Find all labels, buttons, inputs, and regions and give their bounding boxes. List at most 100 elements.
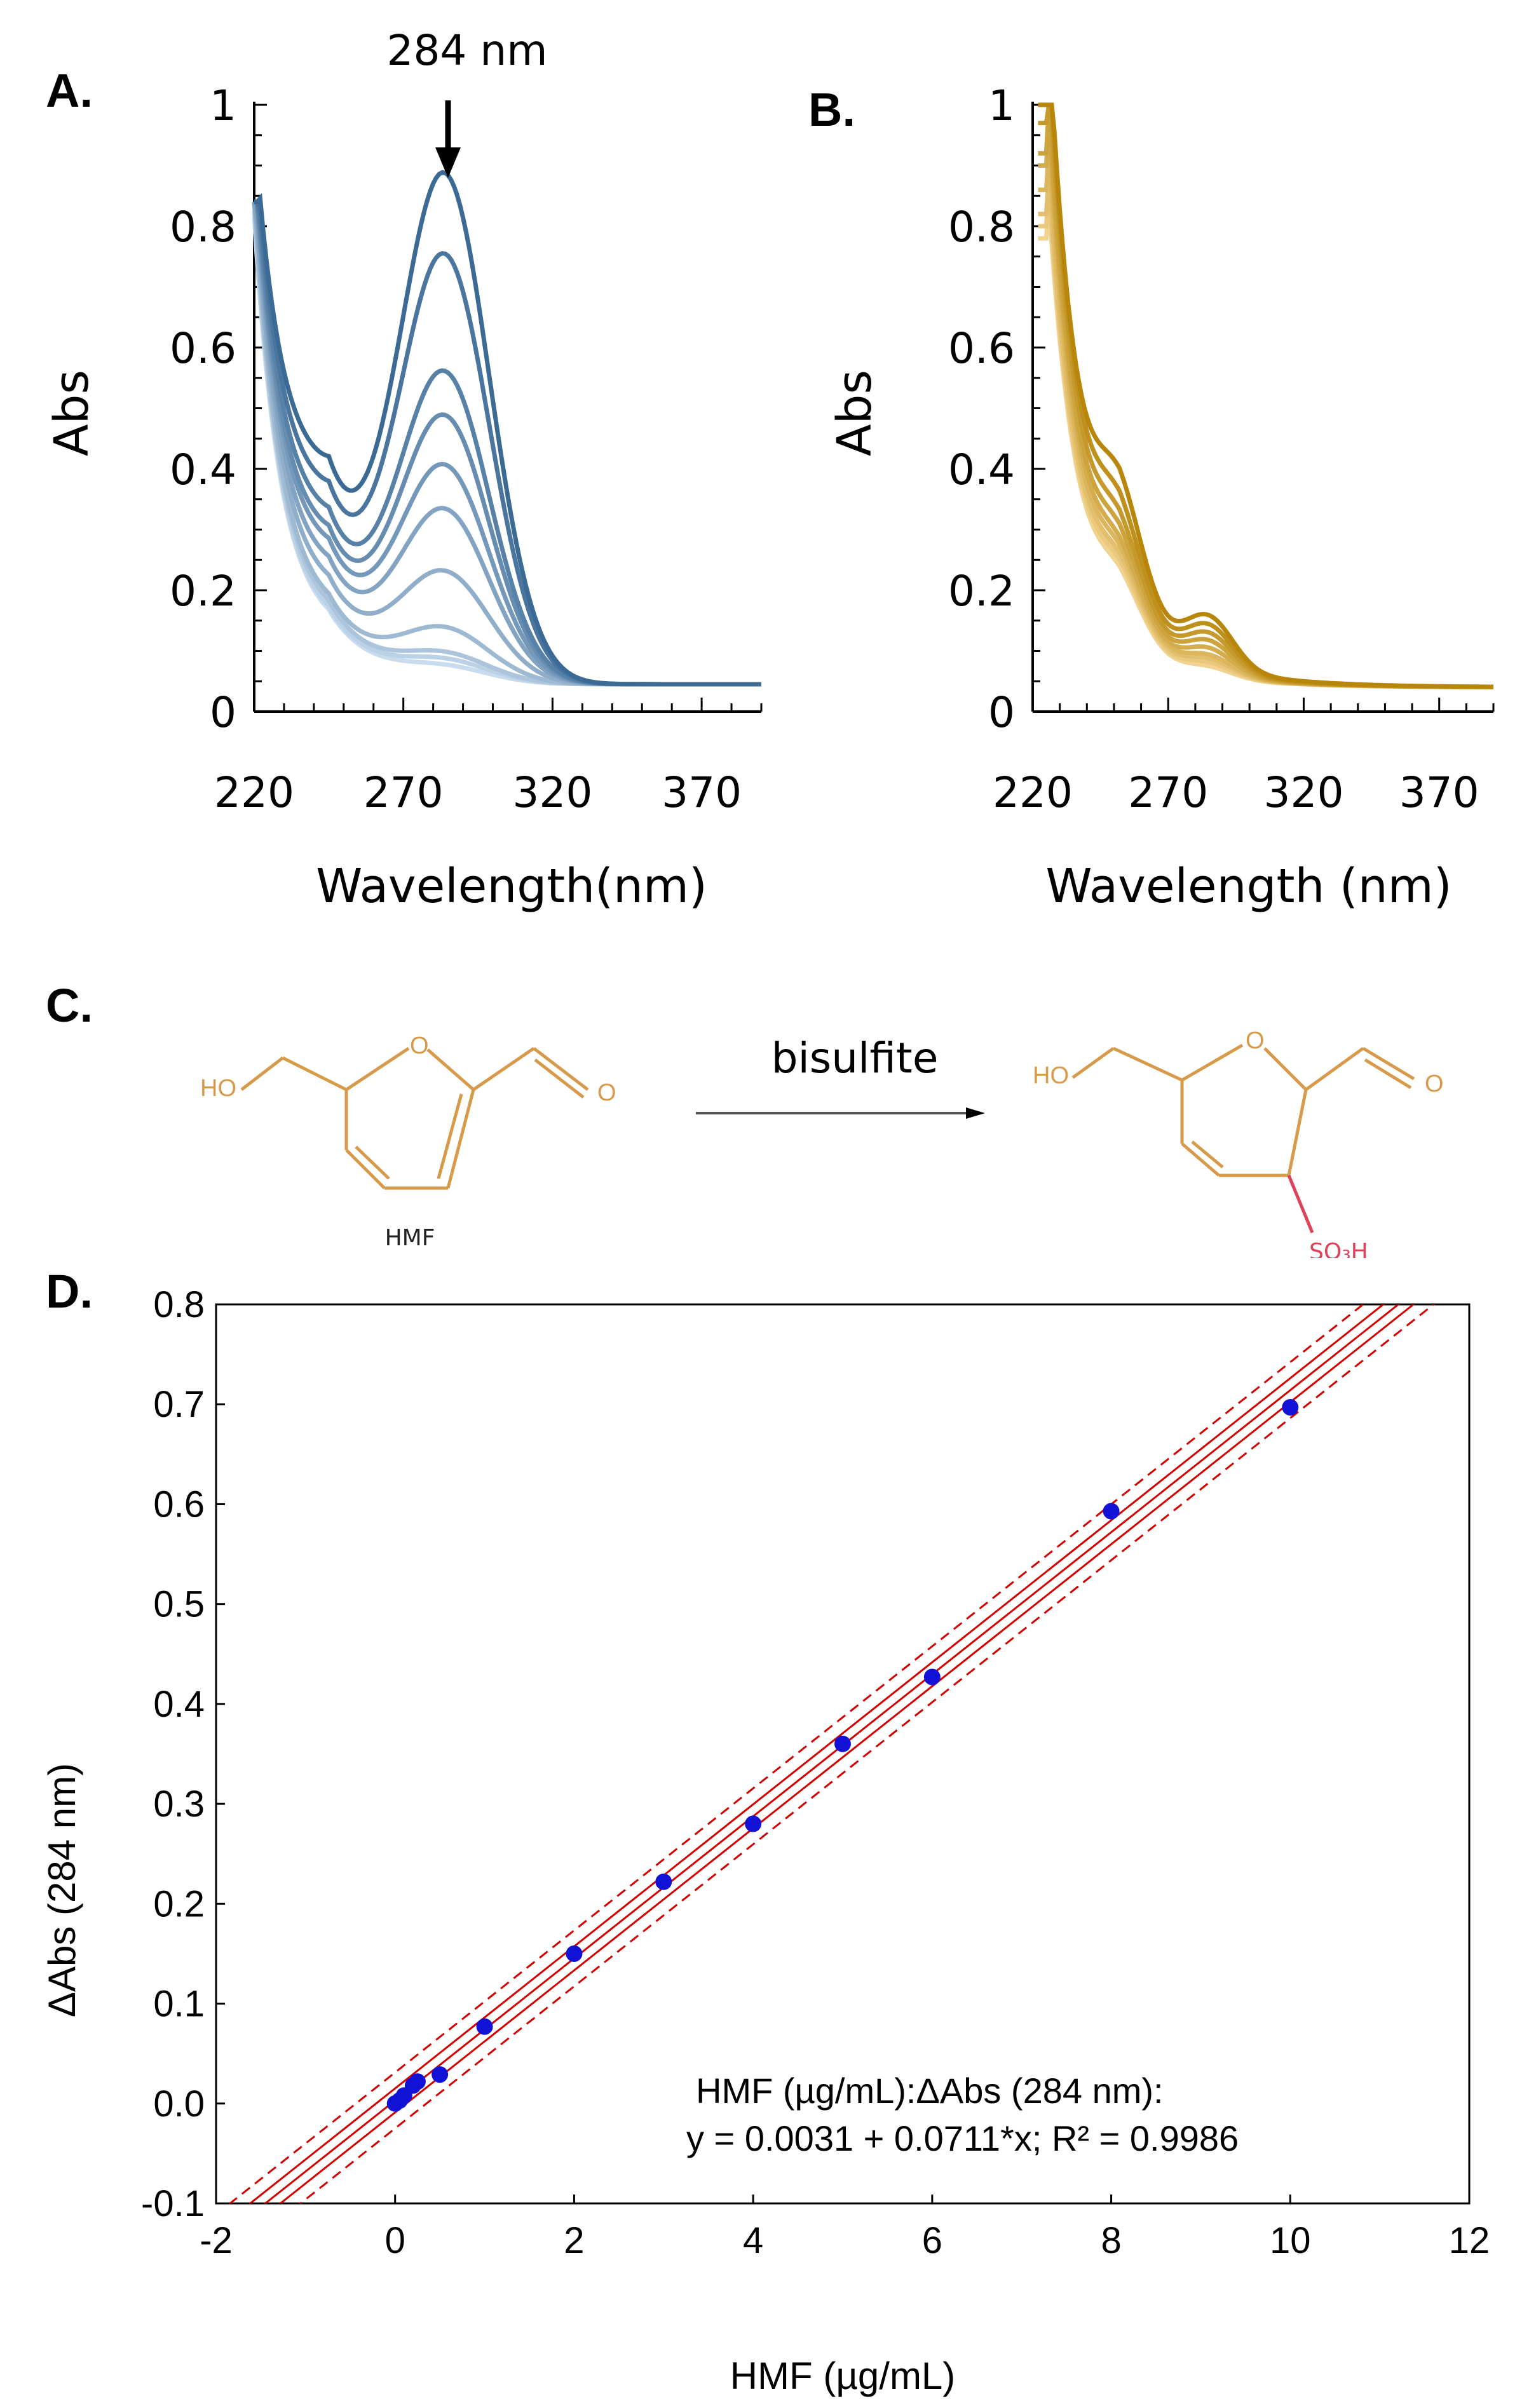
data-point bbox=[1282, 1398, 1299, 1416]
data-point bbox=[476, 2018, 493, 2035]
data-point bbox=[409, 2073, 426, 2090]
hmf-ho-label: HO bbox=[200, 1075, 236, 1102]
chart-b-y-tick-label: 0.6 bbox=[948, 324, 1015, 373]
chart-b-y-tick-label: 0.4 bbox=[948, 445, 1015, 494]
peak-arrow-icon bbox=[435, 100, 461, 178]
chart-d-y-tick-label: 0.6 bbox=[153, 1484, 205, 1525]
chart-d-y-tick-label: 0.3 bbox=[153, 1783, 205, 1825]
data-point bbox=[432, 2066, 449, 2083]
chart-a-x-tick-label: 270 bbox=[364, 768, 444, 817]
chart-a-x-tick-label: 320 bbox=[512, 768, 592, 817]
product-aldehyde-o-label: O bbox=[1425, 1071, 1444, 1097]
chart-b-ylabel: Abs bbox=[827, 370, 882, 456]
chart-d-x-tick-label: 12 bbox=[1449, 2220, 1490, 2261]
chart-d-x-tick-label: 2 bbox=[564, 2220, 584, 2261]
sulfonate-bond bbox=[1287, 1175, 1314, 1233]
chart-a-ylabel: Abs bbox=[44, 370, 99, 456]
chart-a-x-tick-label: 220 bbox=[214, 768, 294, 817]
chart-b-x-tick-label: 270 bbox=[1128, 768, 1208, 817]
chart-d-x-tick-label: 4 bbox=[743, 2220, 763, 2261]
chart-d-ylabel: ΔAbs (284 nm) bbox=[41, 1763, 83, 2017]
chart-a-y-tick-label: 0 bbox=[210, 688, 236, 737]
chart-d-y-tick-label: 0.2 bbox=[153, 1883, 205, 1924]
reaction-arrow-icon bbox=[696, 1107, 985, 1119]
chart-b-y-tick-label: 0.2 bbox=[948, 567, 1015, 616]
chart-d-xlabel: HMF (µg/mL) bbox=[730, 2355, 956, 2397]
hmf-aldehyde-o-label: O bbox=[597, 1079, 616, 1106]
chart-a-x-tick-label: 370 bbox=[662, 768, 742, 817]
chart-a-series bbox=[252, 170, 761, 687]
spectrum-b-b5 bbox=[1038, 122, 1493, 689]
product-sulfonate-label: SO₃H bbox=[1309, 1239, 1368, 1258]
data-point bbox=[566, 1945, 583, 1962]
chart-d-y-tick-label: 0.7 bbox=[153, 1384, 205, 1425]
chart-a-y-tick-label: 0.2 bbox=[170, 567, 236, 616]
prediction-band-lower bbox=[299, 1304, 1436, 2203]
chart-b-axes: 0 0.2 0.4 0.6 0.8 1 220 270 320 370 bbox=[948, 81, 1495, 817]
confidence-band-upper bbox=[248, 1304, 1385, 2203]
chart-d-axes: -0.1 0.0 0.1 0.2 0.3 0.4 0.5 0.6 0.7 0.8 -2 0 2 4 6 8 10… bbox=[141, 1284, 1490, 2261]
chart-d-x-tick-label: -2 bbox=[200, 2220, 233, 2261]
spectrum-b-b4 bbox=[1038, 105, 1494, 689]
chart-d-y-tick-label: 0.4 bbox=[153, 1684, 205, 1725]
spectrum-a-s11 bbox=[252, 217, 761, 687]
chart-d: -0.1 0.0 0.1 0.2 0.3 0.4 0.5 0.6 0.7 0.8 -2 0 2 4 6 8 10… bbox=[41, 1284, 1490, 2397]
confidence-band-lower bbox=[278, 1304, 1415, 2203]
data-point bbox=[1103, 1503, 1120, 1520]
chart-b-x-tick-label: 320 bbox=[1263, 768, 1343, 817]
chart-b: 0 0.2 0.4 0.6 0.8 1 220 270 320 370 Abs Wavelengt… bbox=[827, 81, 1495, 914]
hmf-structure bbox=[240, 1046, 589, 1190]
chart-d-x-tick-label: 0 bbox=[385, 2220, 405, 2261]
chart-b-y-tick-label: 0.8 bbox=[948, 203, 1015, 252]
spectrum-b-b8 bbox=[1038, 190, 1493, 689]
spectrum-b-b6 bbox=[1038, 149, 1493, 689]
fit-equation-line1: HMF (µg/mL):ΔAbs (284 nm): bbox=[696, 2071, 1164, 2111]
chart-a-xlabel: Wavelength(nm) bbox=[316, 859, 707, 914]
chart-d-y-tick-label: -0.1 bbox=[141, 2183, 205, 2224]
panel-c-label: C. bbox=[46, 979, 93, 1032]
hmf-ring-o-label: O bbox=[410, 1032, 429, 1059]
peak-annotation: 284 nm bbox=[386, 26, 547, 75]
chart-b-y-tick-label: 1 bbox=[988, 81, 1015, 130]
reaction-scheme: HO O O HMF bisulfite HO O O SO₃H bbox=[200, 1027, 1444, 1258]
spectrum-b-b9 bbox=[1038, 205, 1493, 689]
chart-d-frame bbox=[215, 1303, 1471, 2205]
chart-a: 0 0.2 0.4 0.6 0.8 1 220 270 320 370 284 nm Abs Wa… bbox=[44, 26, 763, 914]
chart-d-points bbox=[386, 1398, 1299, 2112]
reagent-label: bisulfite bbox=[771, 1034, 939, 1083]
data-point bbox=[745, 1815, 762, 1832]
product-ring-o-label: O bbox=[1246, 1027, 1265, 1054]
chart-d-y-tick-label: 0.5 bbox=[153, 1584, 205, 1625]
data-point bbox=[655, 1873, 672, 1890]
chart-b-series bbox=[1038, 102, 1494, 689]
prediction-band-upper bbox=[228, 1304, 1365, 2203]
chart-b-x-tick-label: 220 bbox=[993, 768, 1073, 817]
chart-d-x-tick-label: 10 bbox=[1270, 2220, 1311, 2261]
panel-a-label: A. bbox=[46, 64, 93, 117]
spectrum-b-b2 bbox=[1038, 102, 1493, 689]
chart-d-y-tick-label: 0.1 bbox=[153, 1984, 205, 2025]
data-point bbox=[923, 1668, 941, 1686]
chart-d-y-tick-label: 0.8 bbox=[153, 1284, 205, 1325]
spectrum-b-b7 bbox=[1038, 175, 1493, 689]
chart-a-y-tick-label: 0.8 bbox=[170, 203, 236, 252]
chart-a-y-tick-label: 1 bbox=[210, 81, 236, 130]
product-structure bbox=[1071, 1043, 1415, 1177]
product-ho-label: HO bbox=[1033, 1062, 1069, 1089]
chart-a-y-tick-label: 0.6 bbox=[170, 324, 236, 373]
chart-a-y-tick-label: 0.4 bbox=[170, 445, 236, 494]
data-point bbox=[834, 1735, 851, 1752]
spectrum-a-s1 bbox=[254, 170, 761, 687]
chart-b-x-tick-label: 370 bbox=[1399, 768, 1479, 817]
chart-d-x-tick-label: 6 bbox=[922, 2220, 942, 2261]
chart-d-x-tick-label: 8 bbox=[1101, 2220, 1121, 2261]
chart-d-y-tick-label: 0.0 bbox=[153, 2083, 205, 2125]
chart-b-y-tick-label: 0 bbox=[988, 688, 1015, 737]
spectrum-b-b1 bbox=[1038, 102, 1493, 689]
fit-equation-line2: y = 0.0031 + 0.0711*x; R² = 0.9986 bbox=[686, 2118, 1239, 2158]
panel-b-label: B. bbox=[808, 83, 855, 136]
hmf-name: HMF bbox=[385, 1225, 435, 1251]
spectrum-b-b3 bbox=[1038, 104, 1493, 689]
panel-d-label: D. bbox=[46, 1265, 93, 1318]
chart-b-xlabel: Wavelength (nm) bbox=[1045, 859, 1451, 914]
